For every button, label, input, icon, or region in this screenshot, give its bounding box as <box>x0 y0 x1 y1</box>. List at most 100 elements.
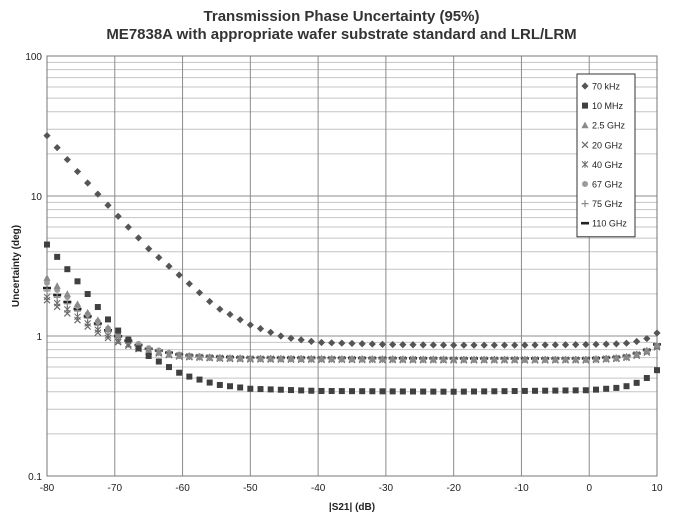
data-point <box>532 387 538 394</box>
data-point <box>328 339 336 347</box>
data-point <box>480 355 488 363</box>
data-point <box>53 303 61 311</box>
data-point <box>196 376 203 383</box>
legend-marker <box>581 121 589 129</box>
data-point <box>511 355 519 363</box>
legend-label: 75 GHz <box>592 199 623 209</box>
data-point <box>247 385 254 392</box>
data-point <box>460 341 468 349</box>
legend-marker <box>582 102 588 109</box>
data-point <box>94 190 102 198</box>
x-tick-label: -50 <box>243 483 258 494</box>
data-point <box>409 355 417 363</box>
data-point <box>328 355 336 362</box>
data-point <box>511 388 518 395</box>
plot-area <box>47 56 657 476</box>
legend-label: 40 GHz <box>592 160 623 170</box>
data-point <box>348 339 356 348</box>
data-point <box>439 355 448 363</box>
data-point <box>277 332 285 340</box>
data-point <box>420 388 427 395</box>
data-point <box>246 354 254 362</box>
data-point <box>348 355 356 363</box>
data-point <box>338 339 346 347</box>
data-point <box>471 388 477 395</box>
legend: 70 kHz 10 MHz 2.5 GHz 20 GHz 40 GHz 67 GHz 75 … <box>576 73 636 238</box>
data-point <box>84 323 92 330</box>
legend-marker <box>581 160 589 168</box>
x-tick-label: -10 <box>514 483 529 494</box>
data-point <box>115 327 122 334</box>
data-point <box>63 290 71 297</box>
data-point <box>63 309 71 317</box>
data-point <box>491 388 498 395</box>
data-point <box>145 345 153 353</box>
data-point <box>195 289 204 297</box>
data-point <box>165 350 173 358</box>
data-point <box>308 387 315 394</box>
data-point <box>552 387 559 394</box>
plot-border <box>46 55 658 477</box>
data-point <box>175 351 183 359</box>
data-point <box>73 300 82 308</box>
data-point <box>155 253 163 262</box>
data-point <box>44 241 50 248</box>
series-10-mhz <box>44 241 660 395</box>
chart-title: Transmission Phase Uncertainty (95%) <box>203 8 480 25</box>
data-point <box>399 341 407 349</box>
data-point <box>481 388 488 395</box>
data-point <box>145 352 152 359</box>
data-point <box>500 355 509 363</box>
data-point <box>602 354 610 362</box>
data-point <box>643 375 650 382</box>
data-point <box>572 355 580 363</box>
x-tick-label: -80 <box>40 483 55 494</box>
data-point <box>43 287 51 295</box>
data-point <box>206 297 214 306</box>
data-point <box>439 341 448 349</box>
data-point <box>653 341 661 349</box>
data-point <box>572 387 579 394</box>
data-point <box>622 339 631 347</box>
legend-label: 67 GHz <box>592 180 623 190</box>
data-point <box>54 253 61 260</box>
legend-label: 70 kHz <box>592 82 621 92</box>
legend-label: 110 GHz <box>592 219 627 229</box>
data-point <box>94 304 101 311</box>
data-point <box>582 340 590 349</box>
data-point <box>105 316 111 323</box>
data-point <box>43 132 51 140</box>
data-point <box>186 373 193 380</box>
data-point <box>114 331 122 338</box>
data-point <box>511 341 519 349</box>
data-point <box>419 355 427 363</box>
data-point <box>74 316 81 324</box>
data-point <box>531 355 539 363</box>
data-point <box>74 278 81 285</box>
y-tick-label: 100 <box>25 52 42 63</box>
x-tick-label: -40 <box>311 483 326 494</box>
data-point <box>256 355 265 362</box>
data-point <box>165 262 173 270</box>
data-point <box>612 354 620 362</box>
y-tick-label: 10 <box>31 192 43 203</box>
data-point <box>84 179 92 187</box>
data-point <box>237 384 244 391</box>
data-point <box>582 387 589 394</box>
data-point <box>399 355 407 363</box>
data-point <box>104 324 112 331</box>
data-point <box>216 354 224 361</box>
y-tick-label: 1 <box>36 332 42 343</box>
data-point <box>53 293 61 301</box>
data-point <box>531 341 539 349</box>
legend-marker <box>582 181 588 187</box>
data-point <box>307 337 315 345</box>
data-point <box>399 388 406 395</box>
data-point <box>562 387 569 394</box>
data-point <box>613 384 620 391</box>
data-point <box>307 355 315 362</box>
data-point <box>378 340 387 348</box>
data-point <box>287 355 295 362</box>
data-point <box>297 336 305 344</box>
data-point <box>155 348 163 355</box>
